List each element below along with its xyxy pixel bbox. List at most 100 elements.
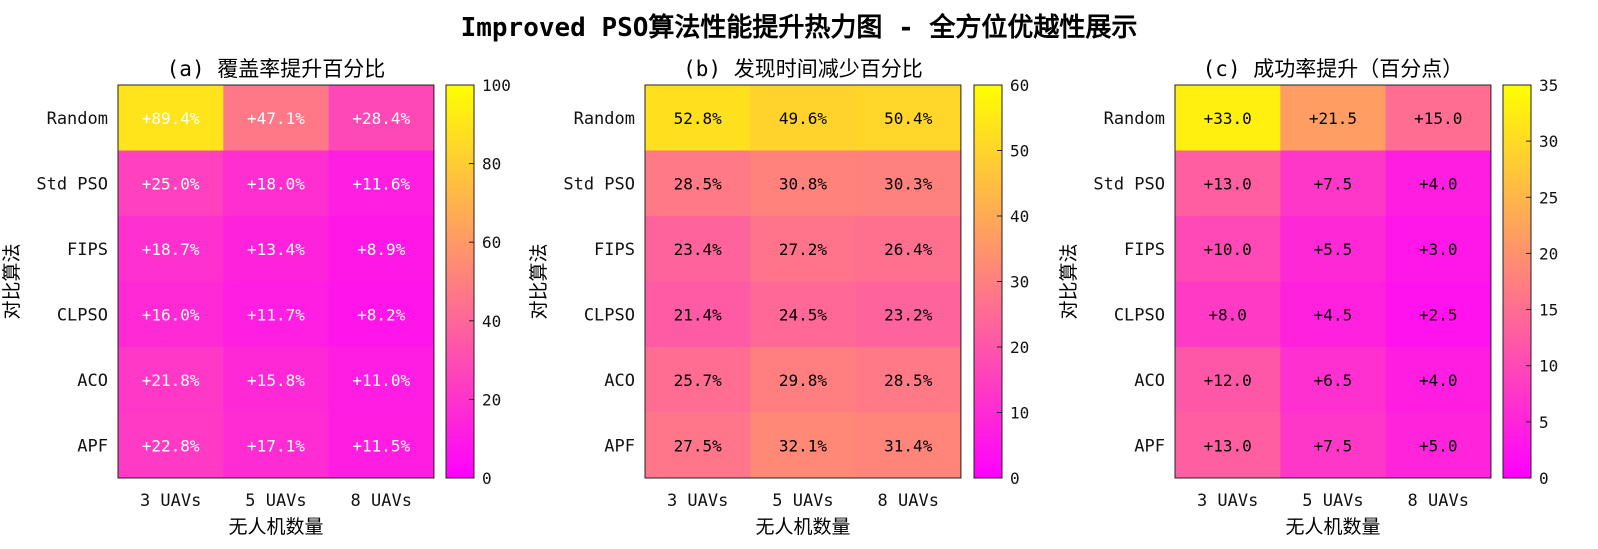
- heatmap-panel-0: (a) 覆盖率提升百分比 +89.4% +47.1% +28.4% +25.0% +18.…: [1, 57, 511, 538]
- cell-value-label: +4.0: [1419, 174, 1458, 193]
- heatmap-cell: [1385, 412, 1492, 479]
- heatmap-cell: [855, 412, 962, 479]
- y-tick-label: ACO: [77, 371, 108, 391]
- heatmap-cell: [750, 150, 857, 217]
- heatmap-cell: [328, 412, 435, 479]
- heatmap-cell: [1175, 216, 1281, 282]
- heatmap-cell: [1175, 85, 1281, 151]
- y-tick-label: Random: [574, 109, 635, 129]
- cell-value-label: +3.0: [1419, 240, 1458, 259]
- y-tick-label: FIPS: [1124, 240, 1165, 260]
- heatmap-cell: [645, 281, 751, 348]
- y-tick-label: Random: [47, 109, 108, 129]
- heatmap-cell: [118, 412, 224, 479]
- heatmap-cell: [855, 347, 962, 413]
- heatmap-cell: [855, 281, 962, 348]
- y-tick-label: Std PSO: [36, 174, 108, 194]
- colorbar: [1502, 84, 1532, 479]
- colorbar-tick-label: 50: [1010, 142, 1029, 161]
- cell-value-label: 31.4%: [884, 436, 933, 455]
- heatmap-cell: [328, 85, 435, 151]
- heatmap-cell: [1385, 216, 1492, 282]
- heatmap-cell: [750, 216, 857, 282]
- cell-value-label: +6.5: [1314, 371, 1353, 390]
- heatmap-cell: [1280, 216, 1387, 282]
- x-tick-label: 5 UAVs: [1302, 491, 1363, 511]
- cell-value-label: +2.5: [1419, 305, 1458, 324]
- colorbar-tick-label: 20: [1010, 338, 1029, 357]
- heatmap-cell: [1175, 150, 1281, 217]
- cell-value-label: +8.9%: [357, 240, 406, 259]
- heatmap-cell: [1280, 281, 1387, 348]
- x-tick-label: 5 UAVs: [245, 491, 306, 511]
- heatmap-cell: [855, 150, 962, 217]
- cell-value-label: +5.0: [1419, 436, 1458, 455]
- colorbar-tick-label: 15: [1539, 301, 1558, 320]
- heatmap-cell: [1175, 281, 1281, 348]
- y-tick-label: FIPS: [67, 240, 108, 260]
- heatmap-cell: [750, 347, 857, 413]
- heatmap-cell: [1280, 150, 1387, 217]
- colorbar-tick-label: 30: [1010, 273, 1029, 292]
- y-tick-label: APF: [1134, 436, 1165, 456]
- heatmap-cell: [1280, 412, 1387, 479]
- heatmap-panel-1: (b) 发现时间减少百分比 52.8% 49.6% 50.4% 28.5% 30.8% 30…: [528, 57, 1029, 538]
- colorbar-tick-label: 5: [1539, 413, 1549, 432]
- colorbar-tick-label: 60: [482, 233, 501, 252]
- cell-value-label: +16.0%: [142, 305, 200, 324]
- cell-value-label: 27.5%: [674, 436, 723, 455]
- colorbar-tick-label: 100: [482, 76, 511, 95]
- heatmap-cell: [223, 216, 330, 282]
- x-tick-label: 8 UAVs: [1408, 491, 1469, 511]
- heatmap-panels: (a) 覆盖率提升百分比 +89.4% +47.1% +28.4% +25.0% +18.…: [1, 57, 1558, 538]
- heatmap-cell: [645, 216, 751, 282]
- heatmap-panel-2: (c) 成功率提升（百分点） +33.0 +21.5 +15.0 +13.0 +7.5 +4…: [1058, 57, 1558, 538]
- plot-frame: [1174, 84, 1492, 479]
- cell-value-label: +89.4%: [142, 109, 200, 128]
- y-tick-label: CLPSO: [57, 305, 108, 325]
- y-tick-label: Std PSO: [1093, 174, 1165, 194]
- colorbar-tick-label: 35: [1539, 76, 1558, 95]
- cell-value-label: +15.8%: [247, 371, 305, 390]
- heatmap-cell: [118, 216, 224, 282]
- y-tick-label: CLPSO: [584, 305, 635, 325]
- colorbar: [445, 84, 475, 479]
- cell-value-label: +17.1%: [247, 436, 305, 455]
- panel-title: (a) 覆盖率提升百分比: [167, 57, 386, 81]
- panel-title: (b) 发现时间减少百分比: [683, 57, 923, 81]
- cell-value-label: +8.0: [1208, 305, 1247, 324]
- cell-value-label: +13.4%: [247, 240, 305, 259]
- x-axis-label: 无人机数量: [228, 516, 323, 538]
- heatmap-cell: [1385, 281, 1492, 348]
- cell-value-label: +47.1%: [247, 109, 305, 128]
- cell-value-label: +18.7%: [142, 240, 200, 259]
- heatmap-cell: [223, 281, 330, 348]
- cell-value-label: +25.0%: [142, 174, 200, 193]
- x-axis-label: 无人机数量: [755, 516, 850, 538]
- y-tick-label: Random: [1104, 109, 1165, 129]
- heatmap-cell: [118, 281, 224, 348]
- heatmap-cell: [223, 412, 330, 479]
- cell-value-label: +4.5: [1314, 305, 1353, 324]
- heatmap-cell: [750, 412, 857, 479]
- colorbar-tick-label: 40: [1010, 207, 1029, 226]
- heatmap-cell: [1280, 85, 1387, 151]
- colorbar-tick-label: 0: [1010, 469, 1020, 488]
- colorbar-tick-label: 30: [1539, 132, 1558, 151]
- cell-value-label: 30.3%: [884, 174, 933, 193]
- heatmap-cell: [750, 281, 857, 348]
- colorbar-tick-label: 20: [482, 390, 501, 409]
- y-tick-label: APF: [77, 436, 108, 456]
- cell-value-label: +22.8%: [142, 436, 200, 455]
- cell-value-label: 26.4%: [884, 240, 933, 259]
- heatmap-cell: [223, 347, 330, 413]
- figure-title: Improved PSO算法性能提升热力图 - 全方位优越性展示: [461, 12, 1138, 43]
- y-tick-label: APF: [604, 436, 635, 456]
- heatmap-cell: [1385, 150, 1492, 217]
- x-axis-label: 无人机数量: [1285, 516, 1380, 538]
- x-tick-label: 3 UAVs: [667, 491, 728, 511]
- cell-value-label: +11.5%: [352, 436, 410, 455]
- x-tick-label: 8 UAVs: [351, 491, 412, 511]
- cell-value-label: +28.4%: [352, 109, 410, 128]
- cell-value-label: 50.4%: [884, 109, 933, 128]
